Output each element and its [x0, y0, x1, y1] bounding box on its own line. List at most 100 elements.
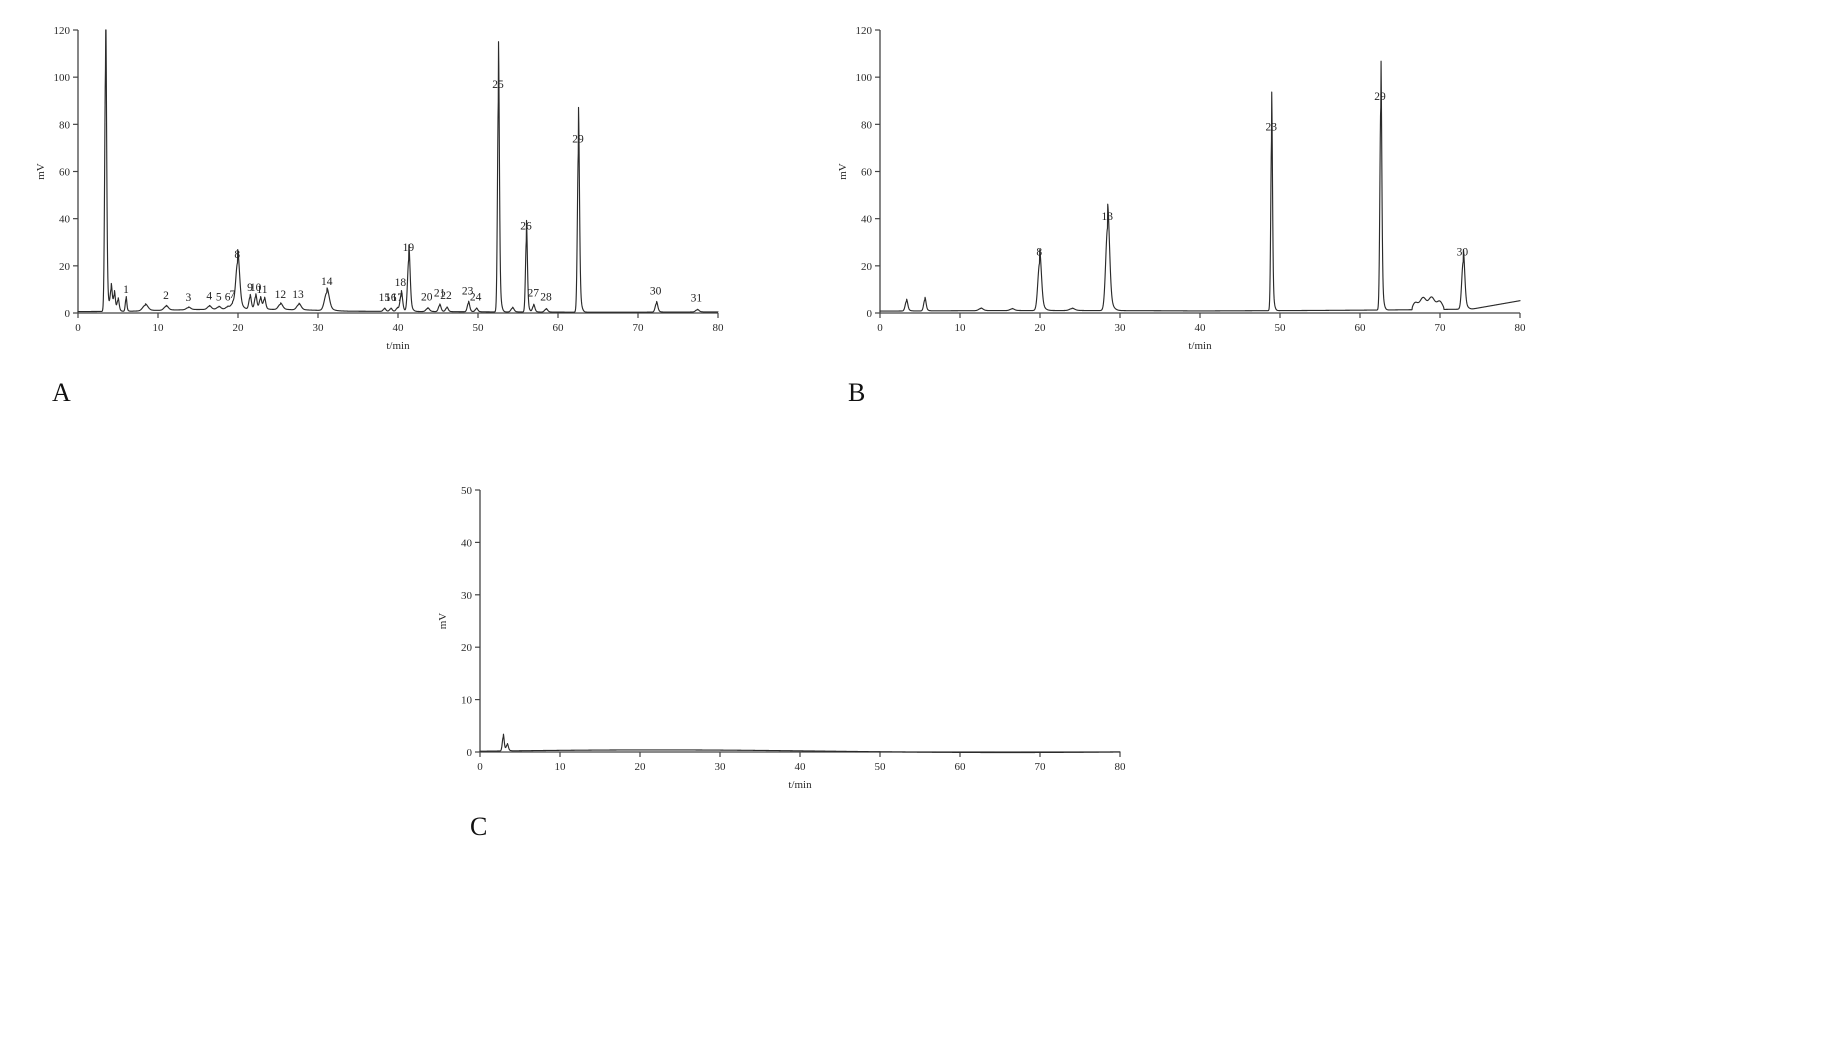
peak-label: 17 [391, 292, 403, 304]
y-axis-tick-label: 80 [861, 119, 873, 131]
x-axis-tick-label: 70 [1435, 322, 1447, 334]
y-axis-label: mV [35, 163, 47, 180]
y-axis-tick-label: 60 [861, 167, 873, 179]
x-axis-tick-label: 70 [633, 322, 645, 334]
y-axis-label: mV [437, 613, 449, 630]
x-axis-tick-label: 0 [877, 322, 883, 334]
x-axis-tick-label: 0 [477, 761, 483, 773]
x-axis-tick-label: 40 [1195, 322, 1207, 334]
x-axis-tick-label: 40 [795, 761, 807, 773]
peak-label: 8 [234, 249, 240, 261]
y-axis-tick-label: 100 [856, 72, 873, 84]
x-axis-tick-label: 60 [553, 322, 565, 334]
y-axis-tick-label: 20 [59, 261, 71, 273]
y-axis-tick-label: 40 [59, 214, 71, 226]
peak-label: 15 [379, 292, 391, 304]
peak-label: 27 [527, 288, 539, 300]
chromatogram-trace [77, 29, 719, 313]
peak-label: 7 [230, 289, 236, 301]
x-axis-tick-label: 10 [153, 322, 165, 334]
peak-label: 8 [1036, 246, 1042, 258]
peak-label: 13 [292, 289, 304, 301]
x-axis-tick-label: 20 [1035, 322, 1047, 334]
peak-label: 14 [321, 276, 333, 288]
peak-label: 9 [247, 282, 253, 294]
y-axis-tick-label: 0 [867, 308, 873, 320]
y-axis-tick-label: 20 [861, 261, 873, 273]
x-axis-tick-label: 40 [393, 322, 405, 334]
y-axis-tick-label: 60 [59, 167, 71, 179]
x-axis-tick-label: 20 [635, 761, 647, 773]
x-axis-tick-label: 70 [1035, 761, 1047, 773]
peak-label: 1 [123, 284, 129, 296]
y-axis-tick-label: 40 [861, 214, 873, 226]
peak-label: 25 [492, 79, 504, 91]
peak-label: 3 [186, 292, 192, 304]
chromatogram-c-plot: 0 10 20 30 40 50 0 10 20 30 40 50 60 70 80 t/min mV [437, 485, 1127, 791]
peak-label: 29 [572, 133, 584, 145]
x-axis-label: t/min [386, 340, 410, 352]
peak-label: 21 [434, 288, 446, 300]
y-axis-tick-label: 50 [461, 485, 473, 497]
peak-label: 10 [250, 282, 262, 294]
panel-letter-b: B [848, 378, 866, 407]
y-axis-tick-label: 120 [856, 25, 873, 37]
chromatogram-trace [479, 733, 1121, 754]
peak-label: 26 [520, 221, 532, 233]
y-axis-tick-label: 10 [461, 695, 473, 707]
peak-label: 23 [462, 285, 474, 297]
peak-label: 11 [256, 284, 267, 296]
peak-label: 31 [691, 292, 703, 304]
x-axis-tick-label: 50 [875, 761, 887, 773]
peak-label: 2 [163, 290, 169, 302]
peak-label: 24 [470, 291, 482, 303]
y-axis-tick-label: 0 [65, 308, 71, 320]
y-axis-tick-label: 100 [54, 72, 71, 84]
x-axis-tick-label: 30 [715, 761, 727, 773]
y-axis-tick-label: 30 [461, 590, 473, 602]
y-axis-label: mV [837, 163, 849, 180]
x-axis-tick-label: 30 [313, 322, 325, 334]
peak-label: 19 [403, 242, 415, 254]
peak-label: 6 [225, 291, 231, 303]
x-axis-tick-label: 60 [955, 761, 967, 773]
chromatogram-panel-b: 0 20 40 60 80 100 120 0 10 20 30 40 50 60 70 80 t/min mV 8… [820, 0, 1620, 400]
x-axis-tick-label: 50 [473, 322, 485, 334]
peak-label: 23 [1265, 121, 1277, 133]
x-axis-tick-label: 0 [75, 322, 81, 334]
panel-letter-c: C [470, 812, 488, 841]
y-axis-tick-label: 80 [59, 119, 71, 131]
y-axis-tick-label: 40 [461, 537, 473, 549]
peak-label: 16 [385, 292, 397, 304]
x-axis-label: t/min [1188, 340, 1212, 352]
x-axis-label: t/min [788, 779, 812, 791]
peak-label: 4 [206, 291, 212, 303]
peak-label: 30 [650, 285, 662, 297]
panel-letter-a: A [52, 378, 71, 407]
chromatogram-panel-a: 0 20 40 60 80 100 120 0 10 20 30 40 50 60 70 80 t/min mV 1… [0, 0, 800, 400]
y-axis-tick-label: 120 [54, 25, 71, 37]
x-axis-tick-label: 10 [555, 761, 567, 773]
y-axis-tick-label: 20 [461, 642, 473, 654]
x-axis-tick-label: 80 [1115, 761, 1127, 773]
peak-label: 28 [540, 291, 552, 303]
x-axis-tick-label: 60 [1355, 322, 1367, 334]
peak-label: 13 [1101, 211, 1113, 223]
x-axis-tick-label: 30 [1115, 322, 1127, 334]
x-axis-tick-label: 80 [1515, 322, 1527, 334]
peak-label: 5 [216, 291, 222, 303]
x-axis-tick-label: 50 [1275, 322, 1287, 334]
peak-label: 29 [1374, 91, 1386, 103]
chromatogram-trace [879, 60, 1521, 312]
x-axis-tick-label: 10 [955, 322, 967, 334]
x-axis-tick-label: 20 [233, 322, 245, 334]
peak-label: 18 [395, 277, 407, 289]
peak-label: 30 [1457, 246, 1469, 258]
x-axis-tick-label: 80 [713, 322, 725, 334]
peak-label: 22 [440, 290, 452, 302]
chromatogram-panel-c: 0 10 20 30 40 50 0 10 20 30 40 50 60 70 80 t/min mV [420, 460, 1220, 860]
peak-label: 20 [421, 291, 433, 303]
y-axis-tick-label: 0 [467, 747, 473, 759]
peak-label: 12 [275, 289, 287, 301]
